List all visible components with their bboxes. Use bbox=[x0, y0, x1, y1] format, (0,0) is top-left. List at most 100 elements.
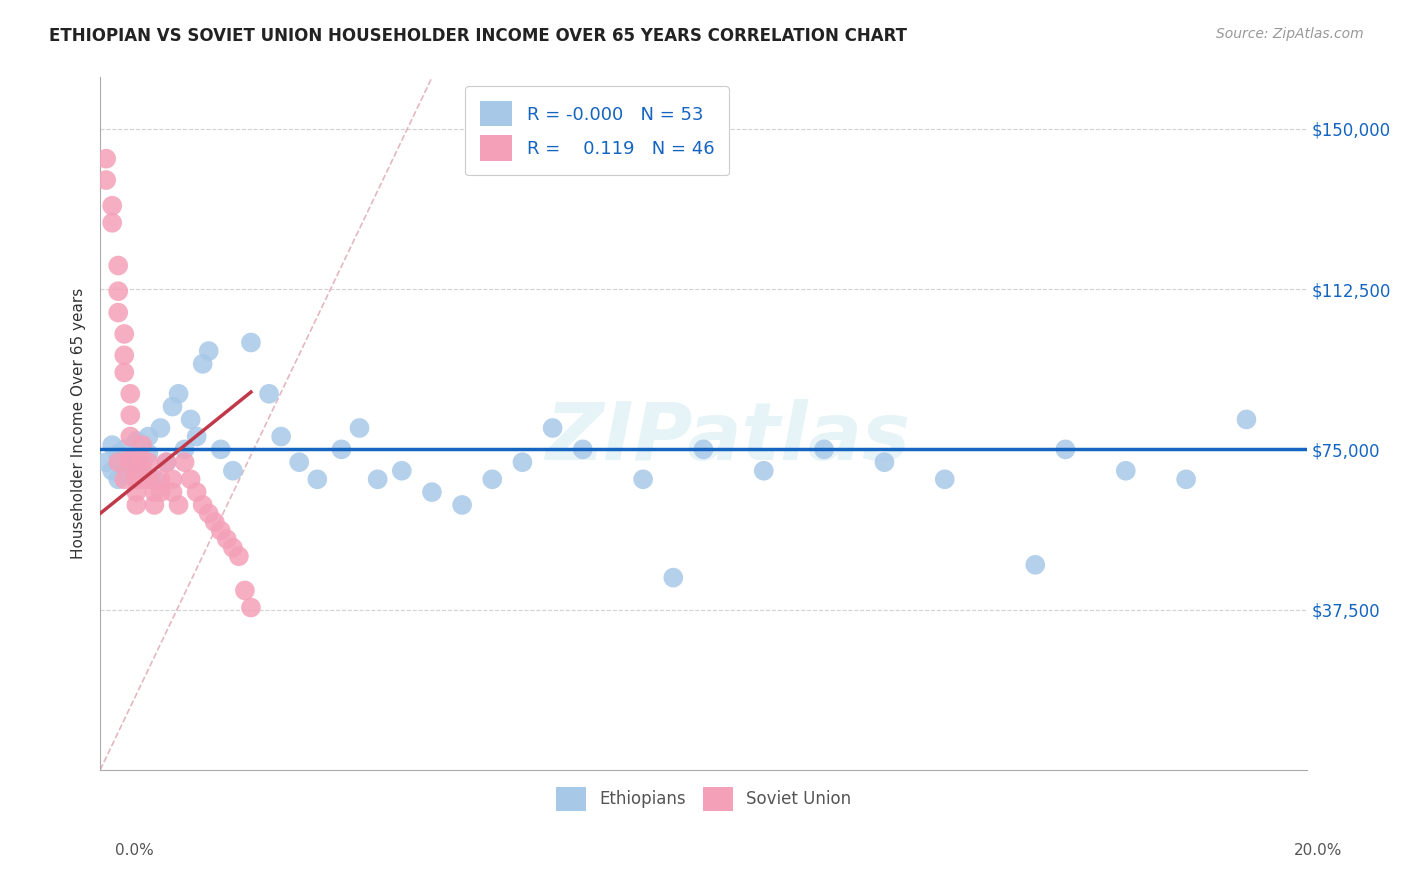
Point bbox=[162, 472, 184, 486]
Point bbox=[215, 532, 238, 546]
Point bbox=[131, 464, 153, 478]
Point bbox=[1054, 442, 1077, 457]
Y-axis label: Householder Income Over 65 years: Householder Income Over 65 years bbox=[72, 288, 86, 559]
Point bbox=[1236, 412, 1258, 426]
Point bbox=[107, 284, 129, 298]
Point bbox=[692, 442, 714, 457]
Point bbox=[155, 455, 177, 469]
Point bbox=[420, 485, 443, 500]
Point bbox=[239, 600, 262, 615]
Point bbox=[107, 447, 129, 461]
Point bbox=[813, 442, 835, 457]
Point bbox=[209, 442, 232, 457]
Point bbox=[143, 498, 166, 512]
Point bbox=[197, 344, 219, 359]
Point bbox=[186, 485, 208, 500]
Point bbox=[307, 472, 329, 486]
Point bbox=[107, 259, 129, 273]
Point bbox=[257, 386, 280, 401]
Point bbox=[367, 472, 389, 486]
Text: Source: ZipAtlas.com: Source: ZipAtlas.com bbox=[1216, 27, 1364, 41]
Point bbox=[120, 468, 142, 483]
Point bbox=[125, 485, 148, 500]
Point bbox=[120, 408, 142, 422]
Point bbox=[107, 455, 129, 469]
Point bbox=[162, 400, 184, 414]
Point bbox=[752, 464, 775, 478]
Point bbox=[167, 498, 190, 512]
Point bbox=[155, 455, 177, 469]
Point bbox=[222, 464, 245, 478]
Point bbox=[239, 335, 262, 350]
Point bbox=[120, 450, 142, 465]
Point bbox=[125, 498, 148, 512]
Point bbox=[149, 485, 172, 500]
Point bbox=[180, 412, 202, 426]
Point bbox=[1024, 558, 1046, 572]
Point bbox=[173, 442, 195, 457]
Point bbox=[112, 366, 135, 380]
Point bbox=[125, 434, 148, 448]
Point bbox=[112, 459, 135, 474]
Point bbox=[541, 421, 564, 435]
Point bbox=[120, 429, 142, 443]
Point bbox=[228, 549, 250, 564]
Point bbox=[96, 152, 118, 166]
Point bbox=[330, 442, 353, 457]
Point bbox=[173, 455, 195, 469]
Point bbox=[222, 541, 245, 555]
Point bbox=[391, 464, 413, 478]
Text: 0.0%: 0.0% bbox=[115, 843, 155, 858]
Point bbox=[167, 386, 190, 401]
Point bbox=[349, 421, 371, 435]
Point bbox=[451, 498, 474, 512]
Point bbox=[125, 468, 148, 483]
Point bbox=[191, 498, 214, 512]
Point bbox=[138, 429, 160, 443]
Legend: Ethiopians, Soviet Union: Ethiopians, Soviet Union bbox=[543, 773, 865, 824]
Point bbox=[112, 326, 135, 341]
Point bbox=[270, 429, 292, 443]
Point bbox=[112, 472, 135, 486]
Point bbox=[288, 455, 311, 469]
Point bbox=[96, 455, 118, 469]
Point bbox=[125, 455, 148, 469]
Point bbox=[512, 455, 534, 469]
Point bbox=[934, 472, 956, 486]
Point bbox=[131, 438, 153, 452]
Point bbox=[107, 472, 129, 486]
Point bbox=[143, 485, 166, 500]
Point bbox=[120, 450, 142, 465]
Point bbox=[143, 472, 166, 486]
Point bbox=[138, 472, 160, 486]
Point bbox=[1115, 464, 1137, 478]
Point bbox=[186, 429, 208, 443]
Point bbox=[101, 464, 124, 478]
Point bbox=[96, 173, 118, 187]
Point bbox=[138, 447, 160, 461]
Point bbox=[138, 455, 160, 469]
Point bbox=[112, 442, 135, 457]
Point bbox=[191, 357, 214, 371]
Point bbox=[149, 472, 172, 486]
Point bbox=[112, 348, 135, 362]
Point bbox=[101, 216, 124, 230]
Point bbox=[662, 571, 685, 585]
Point bbox=[209, 524, 232, 538]
Text: ZIPatlas: ZIPatlas bbox=[546, 399, 910, 476]
Point bbox=[101, 199, 124, 213]
Point bbox=[571, 442, 593, 457]
Point bbox=[197, 507, 219, 521]
Point bbox=[233, 583, 256, 598]
Point bbox=[481, 472, 503, 486]
Point bbox=[1175, 472, 1198, 486]
Point bbox=[120, 455, 142, 469]
Text: ETHIOPIAN VS SOVIET UNION HOUSEHOLDER INCOME OVER 65 YEARS CORRELATION CHART: ETHIOPIAN VS SOVIET UNION HOUSEHOLDER IN… bbox=[49, 27, 907, 45]
Point bbox=[873, 455, 896, 469]
Point bbox=[131, 455, 153, 469]
Point bbox=[204, 515, 226, 529]
Point bbox=[631, 472, 654, 486]
Point bbox=[107, 305, 129, 319]
Text: 20.0%: 20.0% bbox=[1295, 843, 1343, 858]
Point bbox=[101, 438, 124, 452]
